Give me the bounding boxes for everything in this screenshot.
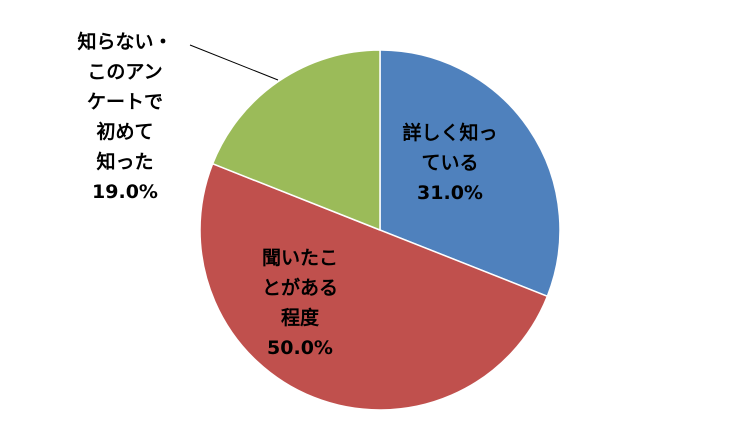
category-label: 詳しく知っ ている <box>402 122 498 174</box>
label-box: 知らない・ このアン ケートで 初めて 知った 19.0% <box>40 27 210 207</box>
label-box: 聞いたこ とがある 程度 50.0% <box>225 243 375 363</box>
value-label: 19.0% <box>92 181 158 203</box>
category-label: 知らない・ このアン ケートで 初めて 知った <box>77 31 173 173</box>
slice-label: 聞いたこ とがある 程度 50.0% <box>225 243 375 363</box>
pie-slice <box>199 162 549 411</box>
category-label: 聞いたこ とがある 程度 <box>261 247 338 329</box>
value-label: 50.0% <box>267 337 333 359</box>
pie-slice <box>211 49 381 232</box>
label-box: 詳しく知っ ている 31.0% <box>390 118 510 208</box>
leader-line <box>189 44 279 81</box>
pie-slice <box>379 49 561 298</box>
slice-label: 知らない・ このアン ケートで 初めて 知った 19.0% <box>40 27 210 207</box>
slice-label: 詳しく知っ ている 31.0% <box>390 118 510 208</box>
value-label: 31.0% <box>417 182 483 204</box>
